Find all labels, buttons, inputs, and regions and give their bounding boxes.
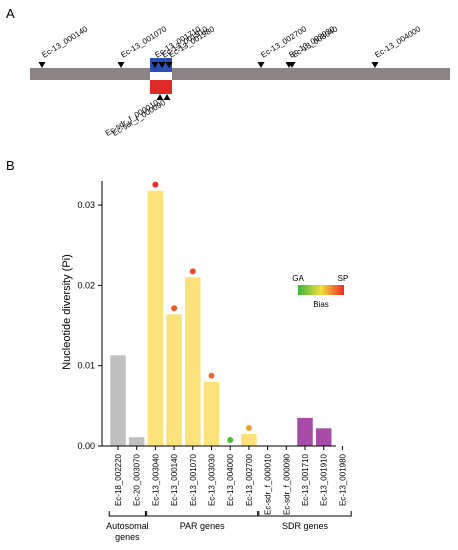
marker-triangle: [117, 62, 125, 68]
x-tick-label: Ec-sdr_f_000010: [264, 453, 273, 514]
group-bracket: [258, 511, 352, 517]
marker-triangle: [371, 62, 379, 68]
bias-dot: [245, 424, 252, 431]
bar: [203, 381, 220, 446]
x-tick-label: Ec-13_000140: [170, 453, 179, 506]
marker-label: Ec-13_004000: [373, 24, 422, 60]
marker-triangle: [156, 94, 164, 100]
x-tick-label: Ec-13_001980: [338, 453, 347, 506]
bar: [315, 428, 332, 446]
y-tick-label: 0.00: [77, 441, 95, 451]
bar: [297, 417, 313, 446]
panel-a-letter: A: [6, 6, 15, 21]
marker-triangle: [151, 62, 159, 68]
legend-left-label: GA: [292, 274, 304, 283]
marker-triangle: [158, 62, 166, 68]
y-tick-label: 0.03: [77, 200, 95, 210]
y-axis-label: Nucleotide diversity (Pi): [61, 254, 73, 370]
x-tick-label: Ec-sdr_f_000090: [282, 453, 291, 514]
bias-legend: GA SP Bias: [292, 274, 348, 309]
group-brackets: Autosomal genes PAR genes SDR genes: [106, 511, 352, 542]
marker-triangle: [165, 62, 173, 68]
group-label: Autosomal genes: [106, 521, 149, 542]
marker-triangle: [257, 62, 265, 68]
bias-dot: [171, 305, 178, 312]
y-tick-label: 0.01: [77, 361, 95, 371]
bias-dot: [208, 372, 215, 379]
y-axis: 0.00 0.01 0.02 0.03: [77, 181, 103, 451]
x-axis: Ec-18_002220 Ec-20_003070 Ec-13_003040 Ec-1…: [102, 445, 347, 515]
bar: [185, 277, 201, 446]
x-tick-label: Ec-18_002220: [114, 453, 123, 506]
x-tick-label: Ec-13_001070: [189, 453, 198, 506]
marker-triangle: [38, 62, 46, 68]
sdr-v-block: [150, 80, 172, 94]
bias-gradient-bar: [298, 285, 344, 295]
x-tick-label: Ec-20_003070: [133, 453, 142, 506]
group-bracket: [146, 511, 259, 517]
bias-dot: [227, 437, 234, 443]
bar: [166, 314, 182, 446]
legend-caption: Bias: [313, 300, 329, 309]
x-tick-label: Ec-13_001710: [301, 453, 310, 506]
bars: [110, 190, 332, 446]
group-bracket: [108, 511, 146, 517]
x-tick-label: Ec-13_003030: [208, 453, 217, 506]
marker-label: Ec-13_000140: [40, 24, 89, 60]
y-tick-label: 0.02: [77, 280, 95, 290]
marker-label: Ec-sdr_f_000090: [111, 98, 168, 138]
bias-dot: [189, 268, 196, 275]
x-tick-label: Ec-13_003040: [151, 453, 160, 506]
chromosome-bar: [30, 68, 450, 80]
marker-triangle: [288, 62, 296, 68]
bias-dot: [152, 181, 159, 188]
bar: [147, 190, 164, 446]
bar: [110, 355, 126, 446]
group-label: SDR genes: [282, 521, 329, 531]
x-tick-label: Ec-13_004000: [226, 453, 235, 506]
legend-right-label: SP: [338, 274, 349, 283]
group-label: PAR genes: [180, 521, 225, 531]
bias-dots: [152, 181, 252, 443]
x-tick-label: Ec-13_002700: [245, 453, 254, 506]
sdr-middle-block: [150, 72, 172, 80]
bar: [128, 437, 145, 446]
bar: [241, 433, 257, 446]
x-tick-label: Ec-13_001910: [320, 453, 329, 506]
panel-b-letter: B: [6, 158, 15, 173]
marker-triangle: [163, 94, 171, 100]
top-markers: Ec-13_000140 Ec-13_001070Ec-13_001710Ec-1…: [38, 24, 423, 68]
